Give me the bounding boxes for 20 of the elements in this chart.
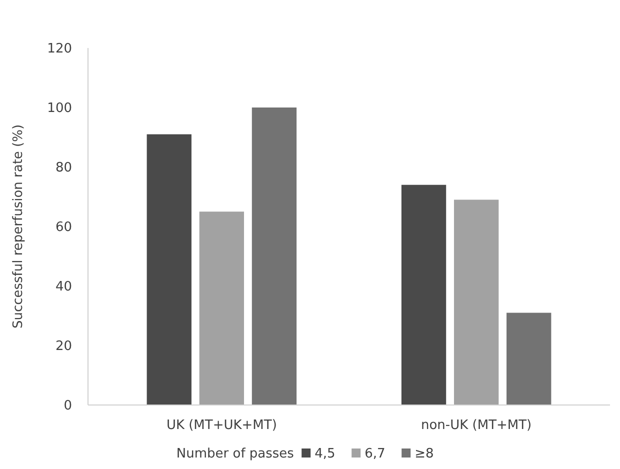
y-tick-label: 40 [55, 280, 72, 295]
y-tick-label: 20 [55, 339, 72, 354]
legend-title: Number of passes [176, 446, 294, 462]
bar [146, 134, 192, 405]
y-tick-label: 0 [64, 398, 72, 414]
bar [401, 184, 446, 405]
y-tick-label: 100 [47, 101, 72, 116]
y-tick-label: 80 [55, 160, 72, 176]
bar [454, 200, 499, 405]
y-tick-label: 120 [47, 42, 72, 57]
x-tick-label: UK (MT+UK+MT) [166, 418, 277, 433]
y-axis-title: Successful reperfusion rate (%) [11, 124, 26, 329]
legend-label: 4,5 [314, 446, 336, 462]
legend-label: 6,7 [364, 446, 386, 462]
bar [252, 108, 297, 405]
bar [199, 212, 244, 405]
x-tick-label: non-UK (MT+MT) [420, 418, 532, 433]
legend-label: ≥8 [414, 446, 434, 462]
bar [506, 312, 552, 405]
y-tick-label: 60 [55, 220, 72, 236]
